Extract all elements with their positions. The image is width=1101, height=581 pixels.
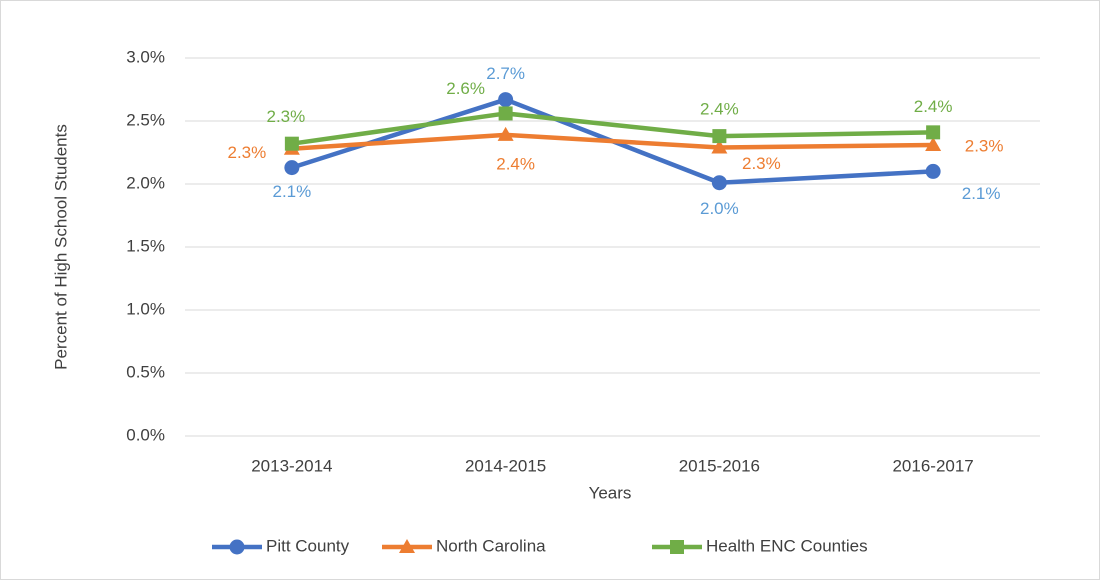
marker [711,139,728,154]
data-label: 2.3% [228,143,267,162]
y-tick-label: 0.5% [126,362,165,381]
series-line [291,111,934,146]
data-label: 2.0% [700,199,739,218]
data-label: 2.4% [700,100,739,119]
data-label: 2.4% [496,154,535,173]
marker [925,163,941,179]
x-tick-label: 2014-2015 [465,456,546,475]
marker [284,136,299,151]
legend-marker [229,539,245,555]
marker [712,129,727,144]
data-label: 2.6% [446,79,485,98]
legend-label: Health ENC Counties [706,536,868,555]
y-tick-label: 2.0% [126,173,165,192]
marker [284,160,300,176]
data-label: 2.3% [742,154,781,173]
y-tick-label: 1.5% [126,236,165,255]
y-tick-label: 2.5% [126,110,165,129]
x-tick-label: 2013-2014 [251,456,332,475]
marker [926,125,941,140]
x-axis-title: Years [589,483,632,502]
x-tick-label: 2015-2016 [679,456,760,475]
y-tick-label: 1.0% [126,299,165,318]
data-label: 2.7% [486,64,525,83]
legend-label: Pitt County [266,536,350,555]
legend-label: North Carolina [436,536,546,555]
x-tick-label: 2016-2017 [892,456,973,475]
marker [497,126,514,141]
data-label: 2.3% [267,107,306,126]
legend-marker [670,540,684,554]
series-line [291,132,934,151]
marker [498,106,513,121]
y-tick-label: 3.0% [126,47,165,66]
y-axis-title: Percent of High School Students [51,124,70,370]
data-label: 2.4% [914,97,953,116]
y-tick-label: 0.0% [126,425,165,444]
data-label: 2.1% [962,184,1001,203]
legend-marker [399,539,415,553]
data-label: 2.3% [965,136,1004,155]
marker [925,136,942,151]
data-label: 2.1% [273,182,312,201]
marker [711,175,727,191]
marker [498,92,514,108]
